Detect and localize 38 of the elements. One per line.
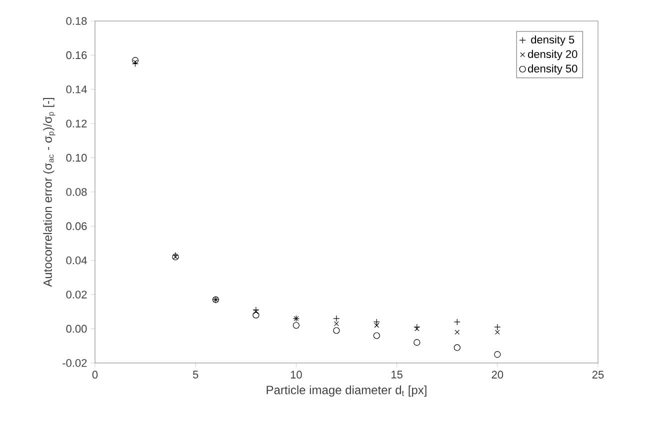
y-tick-label: 0.12 [66, 120, 87, 128]
legend-label: density 20 [528, 50, 578, 60]
y-tick-label: 0.02 [66, 290, 87, 298]
y-axis-title: Autocorrelation error (σ$_{ac}$ - σ$_{p}$)/σ$_{p}$ [-] [43, 98, 56, 287]
point [254, 309, 258, 314]
point [292, 322, 300, 329]
legend-label: density 50 [528, 64, 578, 75]
y-tick-label: 0.16 [66, 51, 87, 60]
point [454, 330, 460, 335]
y-tick-label: 0.06 [66, 222, 87, 230]
x-axis-title: Particle image diameter d$_{t}$ [px] [266, 385, 426, 397]
x-tick-label: 10 [290, 370, 302, 379]
point [374, 322, 380, 328]
point [334, 321, 339, 326]
y-tick-label: 0.10 [66, 154, 87, 162]
point [414, 339, 420, 346]
y-tick-label: 0.14 [66, 86, 87, 94]
x-tick-label: 0 [92, 370, 98, 379]
point [132, 60, 138, 64]
point [494, 330, 500, 335]
x-tick-label: 20 [492, 370, 504, 379]
y-tick-label: 0.08 [66, 188, 87, 196]
point [373, 332, 380, 339]
x-tick-label: 25 [592, 370, 604, 379]
y-tick-label: -0.02 [62, 359, 87, 367]
y-tick-label: 0.18 [66, 17, 87, 25]
x-tick-label: 5 [192, 370, 198, 378]
point [494, 324, 501, 330]
x-tick-label: 15 [392, 370, 402, 378]
y-tick-label: 0.04 [66, 256, 87, 264]
point [333, 327, 340, 334]
point [414, 326, 420, 332]
point [132, 57, 139, 64]
y-tick-label: 0.00 [66, 324, 87, 333]
point [494, 351, 501, 358]
legend-label: density 5 [531, 35, 574, 46]
point [252, 312, 260, 318]
point [454, 344, 460, 351]
